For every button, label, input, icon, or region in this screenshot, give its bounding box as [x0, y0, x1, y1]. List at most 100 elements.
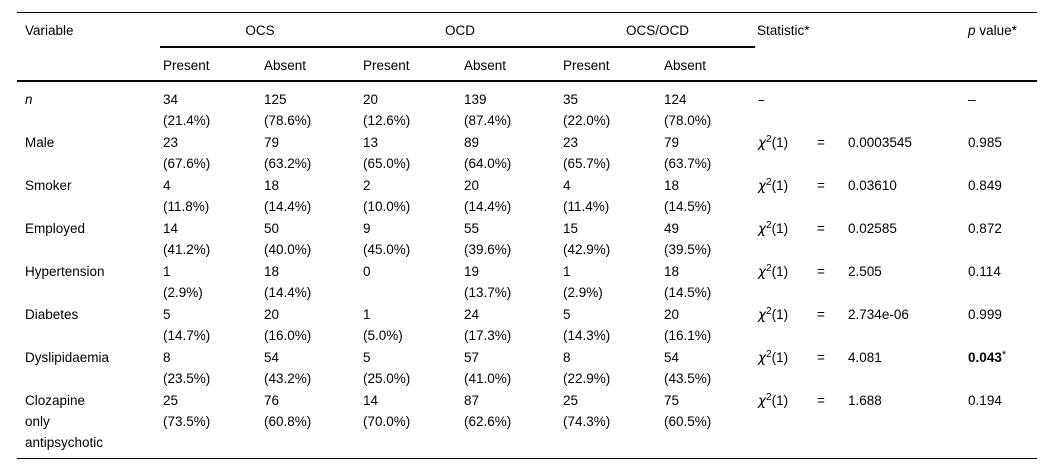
- chi-exponent: 2: [766, 263, 772, 274]
- count-value: 9: [363, 220, 371, 236]
- column-header-ocs-ocd-absent: Absent: [661, 46, 756, 82]
- percent-value: (43.2%): [264, 370, 312, 386]
- column-header-ocs-absent: Absent: [261, 46, 361, 82]
- cell-statistic-value: 2.505: [848, 263, 882, 279]
- cell-statistic-label: –: [755, 81, 815, 131]
- count-value: 0: [363, 263, 371, 279]
- cell-ocd-present: 9 (45.0%): [360, 217, 461, 260]
- degrees-of-freedom: (1): [771, 263, 789, 279]
- count-value: 125: [264, 91, 287, 107]
- count-value: 4: [163, 177, 171, 193]
- cell-ocd-absent: 55 (39.6%): [461, 217, 560, 260]
- count-value: 1: [363, 306, 371, 322]
- cell-ocs-absent: 50 (40.0%): [261, 217, 360, 260]
- cell-statistic-value: 1.688: [848, 392, 882, 408]
- cell-statistic-value: 0.02585: [848, 220, 897, 236]
- cell-ocd-absent: 87 (62.6%): [461, 389, 560, 459]
- percent-value: (14.3%): [563, 327, 611, 343]
- cell-ocs-ocd-present: 8 (22.9%): [560, 346, 661, 389]
- cell-statistic-equals: =: [817, 349, 825, 365]
- percent-value: (39.5%): [664, 241, 712, 257]
- cell-ocs-present: 8 (23.5%): [160, 346, 261, 389]
- chi-exponent: 2: [766, 392, 772, 403]
- table-row: Dyslipidaemia 8 (23.5%) 54 (43.2%) 5 (25.0%) 57…: [17, 346, 1037, 389]
- cell-statistic-value: [845, 81, 966, 131]
- cell-statistic-label: χ2(1): [755, 260, 815, 303]
- cell-ocs-ocd-present: 35 (22.0%): [560, 81, 661, 131]
- chi-symbol: χ: [758, 263, 767, 280]
- cell-statistic-value: 0.03610: [848, 177, 897, 193]
- count-value: 50: [264, 220, 280, 236]
- table-row: Male 23 (67.6%) 79 (63.2%) 13 (65.0%) 89 (64.0%)…: [17, 131, 1037, 174]
- count-value: 124: [664, 91, 687, 107]
- cell-ocs-ocd-absent: 49 (39.5%): [661, 217, 755, 260]
- p-value-header-rest: value*: [975, 23, 1017, 38]
- percent-value: (5.0%): [363, 327, 403, 343]
- percent-value: (2.9%): [163, 284, 203, 300]
- count-value: 5: [563, 306, 571, 322]
- count-value: 13: [363, 134, 379, 150]
- degrees-of-freedom: (1): [771, 306, 789, 322]
- cell-ocs-absent: 18 (14.4%): [261, 174, 360, 217]
- count-value: 23: [563, 134, 579, 150]
- cell-statistic-equals: =: [817, 220, 825, 236]
- cell-ocs-ocd-absent: 54 (43.5%): [661, 346, 755, 389]
- cell-ocs-absent: 20 (16.0%): [261, 303, 360, 346]
- table-body: n 34 (21.4%) 125 (78.6%) 20 (12.6%) 139 (87.4%) 3…: [17, 81, 1037, 459]
- count-value: 2: [363, 177, 371, 193]
- cell-ocd-present: 0: [360, 260, 461, 303]
- cell-ocs-ocd-present: 25 (74.3%): [560, 389, 661, 459]
- count-value: 4: [563, 177, 571, 193]
- count-value: 20: [464, 177, 480, 193]
- cell-variable: Dyslipidaemia: [17, 346, 160, 389]
- chi-symbol: –: [758, 91, 765, 108]
- cell-statistic-equals: =: [817, 134, 825, 150]
- cell-ocd-present: 13 (65.0%): [360, 131, 461, 174]
- cell-ocd-absent: 89 (64.0%): [461, 131, 560, 174]
- cell-ocs-present: 34 (21.4%): [160, 81, 261, 131]
- chi-symbol: χ: [758, 220, 767, 237]
- cell-ocs-absent: 79 (63.2%): [261, 131, 360, 174]
- percent-value: (23.5%): [163, 370, 211, 386]
- percent-value: (45.0%): [363, 241, 411, 257]
- cell-p-value: 0.194: [966, 389, 1037, 459]
- cell-ocd-present: 1 (5.0%): [360, 303, 461, 346]
- variable-line: Employed: [25, 220, 86, 236]
- cell-ocd-absent: 20 (14.4%): [461, 174, 560, 217]
- chi-exponent: 2: [766, 220, 772, 231]
- percent-value: (63.7%): [664, 155, 712, 171]
- cell-variable: Hypertension: [17, 260, 160, 303]
- cell-statistic-equals: [815, 81, 845, 131]
- count-value: 87: [464, 392, 480, 408]
- cell-statistic-equals: =: [817, 177, 825, 193]
- percent-value: (70.0%): [363, 413, 411, 429]
- count-value: 18: [664, 263, 680, 279]
- percent-value: (14.5%): [664, 284, 712, 300]
- cell-ocd-present: 2 (10.0%): [360, 174, 461, 217]
- p-value-number: 0.985: [968, 134, 1002, 150]
- percent-value: (14.4%): [464, 198, 512, 214]
- cell-ocd-present: 20 (12.6%): [360, 81, 461, 131]
- count-value: 79: [264, 134, 280, 150]
- count-value: 75: [664, 392, 680, 408]
- cell-statistic-value: 4.081: [848, 349, 882, 365]
- count-value: 34: [163, 91, 179, 107]
- cell-p-value: 0.849: [966, 174, 1037, 217]
- count-value: 55: [464, 220, 480, 236]
- significance-asterisk: *: [1001, 348, 1007, 361]
- p-value-number: 0.872: [968, 220, 1002, 236]
- cell-statistic-value: 2.734e-06: [848, 306, 909, 322]
- cell-ocs-present: 14 (41.2%): [160, 217, 261, 260]
- count-value: 49: [664, 220, 680, 236]
- count-value: 5: [163, 306, 171, 322]
- chi-exponent: 2: [766, 177, 772, 188]
- cell-variable: Employed: [17, 217, 160, 260]
- column-header-statistic: Statistic*: [755, 12, 967, 82]
- variable-line: only: [25, 413, 50, 429]
- percent-value: (67.6%): [163, 155, 211, 171]
- chi-symbol: χ: [758, 349, 767, 366]
- chi-symbol: χ: [758, 306, 767, 323]
- variable-line: Hypertension: [25, 263, 105, 279]
- percent-value: (87.4%): [464, 112, 512, 128]
